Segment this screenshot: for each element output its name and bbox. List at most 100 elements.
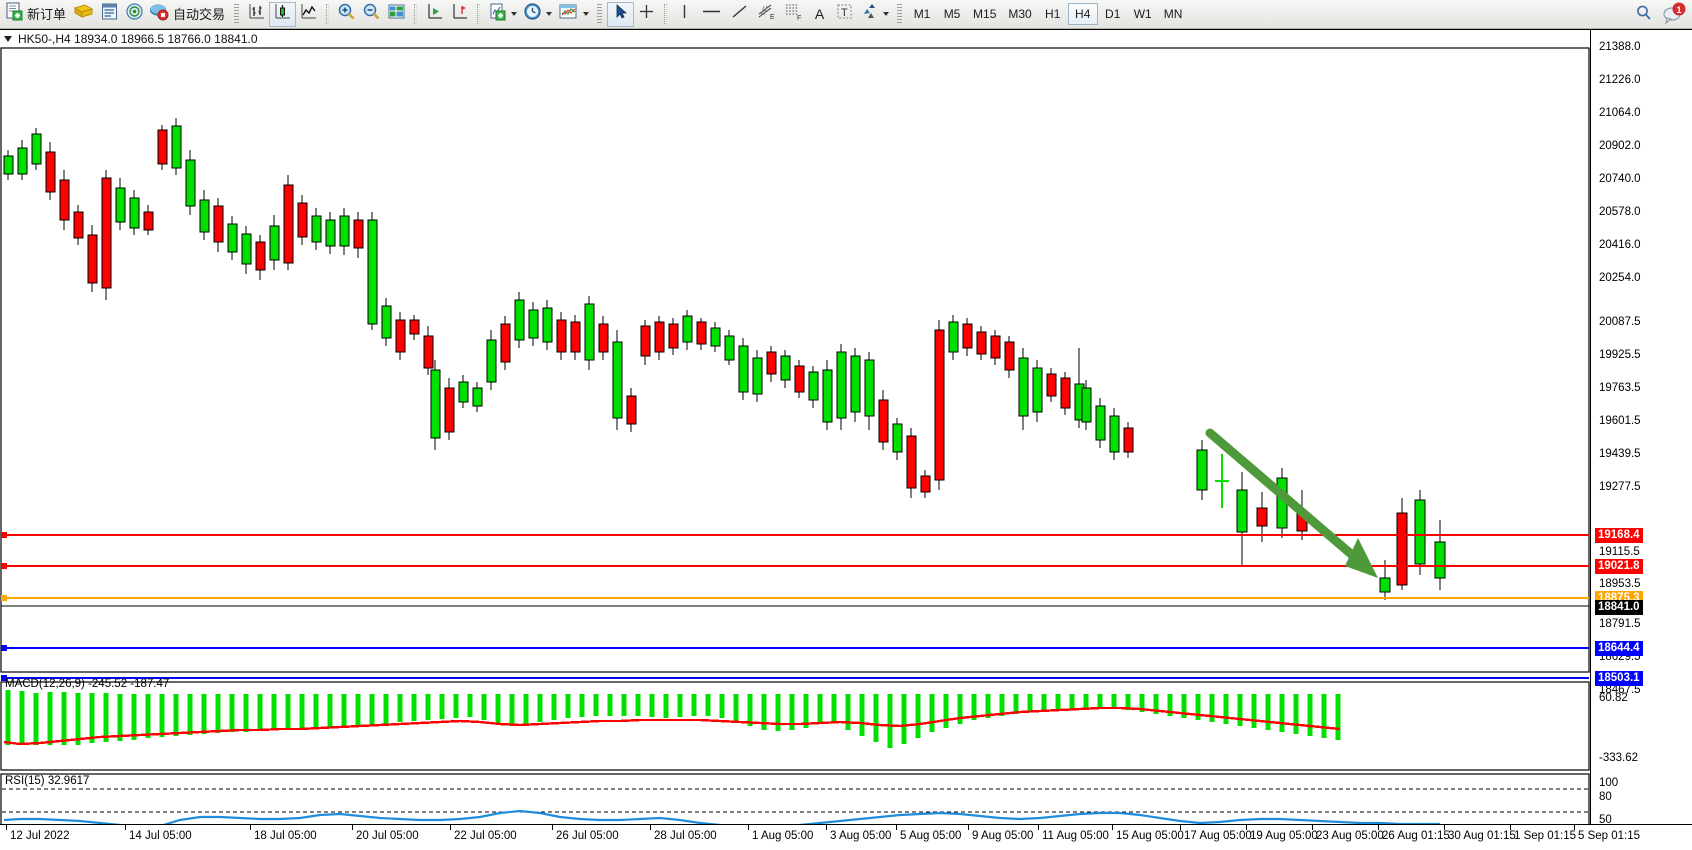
price-tag-19168[interactable]: 19168.4	[1595, 528, 1643, 543]
date-tick-mark	[826, 825, 827, 830]
templates-button[interactable]	[555, 2, 592, 27]
price-tick: 18467.5	[1599, 684, 1641, 696]
price-tick: 18791.5	[1599, 618, 1641, 630]
navigator-icon	[125, 2, 144, 26]
timeframe-label: M30	[1008, 7, 1032, 21]
text-label-icon: T	[835, 2, 854, 26]
symbol-ohlc-label: HK50-,H4 18934.0 18966.5 18766.0 18841.0	[18, 31, 258, 46]
timeframe-m1[interactable]: M1	[907, 3, 937, 25]
price-tag-19021[interactable]: 19021.8	[1595, 559, 1643, 574]
bar-chart-button[interactable]	[244, 2, 269, 27]
date-tick: 5 Aug 05:00	[900, 830, 962, 842]
date-tick: 17 Aug 05:00	[1184, 830, 1252, 842]
date-tick: 9 Aug 05:00	[972, 830, 1034, 842]
tile-windows-button[interactable]	[384, 2, 409, 27]
crosshair-tool[interactable]	[634, 2, 659, 27]
chevron-down-icon[interactable]	[583, 12, 590, 16]
candlestick-chart-button[interactable]	[269, 1, 297, 27]
timeframe-m30[interactable]: M30	[1002, 3, 1037, 25]
chart-shift-button[interactable]	[447, 2, 472, 27]
date-tick: 14 Jul 05:00	[129, 830, 192, 842]
date-tick-mark	[1038, 825, 1039, 830]
svg-text:F: F	[797, 15, 801, 21]
price-tick: 20740.0	[1599, 173, 1641, 185]
notification-icon[interactable]: 1	[1662, 2, 1686, 29]
objects-icon	[860, 2, 879, 26]
date-tick: 23 Aug 05:00	[1316, 830, 1384, 842]
toolbar-grip-3[interactable]	[897, 4, 903, 24]
date-tick: 1 Aug 05:00	[752, 830, 814, 842]
crosshair-icon	[637, 2, 656, 26]
toolbar-grip-1[interactable]	[234, 4, 240, 24]
search-icon[interactable]	[1634, 3, 1654, 28]
vertical-line-tool[interactable]	[672, 2, 697, 27]
timeframe-d1[interactable]: D1	[1098, 3, 1128, 25]
price-tag-18503[interactable]: 18503.1	[1595, 671, 1643, 686]
periods-button[interactable]	[520, 2, 555, 27]
date-tick: 5 Sep 01:15	[1578, 830, 1641, 842]
cursor-tool[interactable]	[607, 1, 635, 27]
chevron-down-icon[interactable]	[511, 12, 518, 16]
timeframe-h1[interactable]: H1	[1038, 3, 1068, 25]
text-label-tool[interactable]: T	[832, 2, 857, 27]
timeframe-m5[interactable]: M5	[937, 3, 967, 25]
zoom-out-button[interactable]	[359, 2, 384, 27]
price-tick: 20416.0	[1599, 239, 1641, 251]
price-tag-18644[interactable]: 18644.4	[1595, 641, 1643, 656]
auto-scroll-button[interactable]	[422, 2, 447, 27]
date-tick-mark	[125, 825, 126, 830]
down-trend-arrow[interactable]	[1205, 428, 1378, 578]
data-window-button[interactable]	[97, 2, 122, 27]
trendline-tool[interactable]	[726, 2, 753, 27]
market-watch-button[interactable]	[70, 2, 97, 27]
indicators-button[interactable]	[485, 2, 520, 27]
date-tick: 26 Aug 01:15	[1382, 830, 1450, 842]
zoom-in-button[interactable]	[334, 2, 359, 27]
collapse-triangle-icon[interactable]	[4, 35, 12, 42]
vertical-line-icon	[675, 2, 694, 26]
chart-plot-area[interactable]	[0, 30, 1692, 850]
chevron-down-icon[interactable]	[546, 12, 553, 16]
date-tick-mark	[552, 825, 553, 830]
fibonacci-tool[interactable]: F	[780, 2, 807, 27]
objects-list-button[interactable]	[857, 2, 892, 27]
rsi-indicator-label: RSI(15) 32.9617	[5, 775, 90, 787]
date-tick: 3 Aug 05:00	[830, 830, 892, 842]
data-window-icon	[100, 2, 119, 26]
rsi-axis-tick: 80	[1599, 791, 1612, 803]
cursor-arrow-icon	[611, 2, 630, 26]
date-tick: 20 Jul 05:00	[356, 830, 419, 842]
price-tag-current: 18841.0	[1595, 600, 1643, 615]
chart-window[interactable]: HK50-,H4 18934.0 18966.5 18766.0 18841.0	[0, 29, 1692, 850]
rsi-axis-tick: 50	[1599, 814, 1612, 826]
chevron-down-icon[interactable]	[883, 12, 890, 16]
date-tick-mark	[896, 825, 897, 830]
timeframe-label: H1	[1045, 7, 1061, 21]
equidistant-channel-tool[interactable]: E	[753, 2, 780, 27]
toolbar-grip-2[interactable]	[597, 4, 603, 24]
auto-trading-button[interactable]: 自动交易	[147, 2, 229, 27]
candlestick-series	[3, 118, 1446, 600]
macd-histogram	[3, 690, 1341, 748]
new-order-button[interactable]: 新订单	[3, 2, 70, 27]
price-axis[interactable]: 21388.0 21226.0 21064.0 20902.0 20740.0 …	[1590, 30, 1692, 850]
date-tick-mark	[1378, 825, 1379, 830]
date-tick: 19 Aug 05:00	[1250, 830, 1318, 842]
text-a-icon: A	[814, 5, 825, 22]
timeframe-h4[interactable]: H4	[1067, 3, 1098, 25]
timeframe-label: D1	[1105, 7, 1121, 21]
navigator-button[interactable]	[122, 2, 147, 27]
time-axis[interactable]: 12 Jul 2022 14 Jul 05:00 18 Jul 05:00 20 Ju…	[0, 824, 1692, 850]
toolbar-separator-5	[664, 4, 668, 24]
date-tick-mark	[6, 825, 7, 830]
timeframe-label: H4	[1075, 7, 1091, 21]
toolbar-separator-3	[414, 4, 418, 24]
text-tool[interactable]: A	[807, 2, 832, 27]
timeframe-w1[interactable]: W1	[1128, 3, 1158, 25]
date-tick-mark	[748, 825, 749, 830]
horizontal-line-tool[interactable]	[697, 2, 726, 27]
horizontal-line-icon	[700, 2, 723, 26]
timeframe-mn[interactable]: MN	[1158, 3, 1189, 25]
timeframe-m15[interactable]: M15	[967, 3, 1002, 25]
line-chart-button[interactable]	[296, 2, 321, 27]
